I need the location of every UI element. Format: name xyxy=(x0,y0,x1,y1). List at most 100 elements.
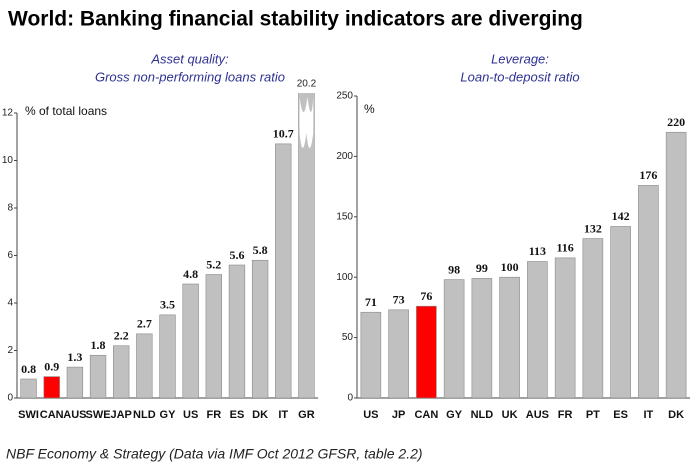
x-tick-label: ES xyxy=(613,409,628,421)
x-tick-label: JP xyxy=(392,409,405,421)
bar xyxy=(113,345,130,398)
y-tick-label: 0 xyxy=(347,393,353,404)
bar xyxy=(275,143,292,398)
y-tick-label: 2 xyxy=(7,345,13,356)
bars xyxy=(360,131,687,398)
bar xyxy=(182,283,199,398)
x-tick-label: CAN xyxy=(40,409,64,421)
value-label: 5.6 xyxy=(229,248,244,262)
y-tick-label: 50 xyxy=(342,332,354,343)
bar xyxy=(89,354,107,398)
value-label: 2.2 xyxy=(114,329,129,343)
bar xyxy=(582,238,604,398)
y-tick-label: 150 xyxy=(336,211,353,222)
bar xyxy=(20,378,37,398)
bar xyxy=(205,274,222,398)
x-tick-label: NLD xyxy=(471,409,494,421)
value-label: 71 xyxy=(365,295,377,309)
bar xyxy=(499,276,520,398)
chart-title: Leverage: xyxy=(491,51,549,66)
value-label: 5.2 xyxy=(206,257,221,271)
bar xyxy=(610,226,631,398)
value-label: 98 xyxy=(448,262,460,276)
bar xyxy=(471,278,493,398)
bar xyxy=(159,314,176,398)
y-tick-label: 100 xyxy=(336,272,353,283)
bar xyxy=(66,366,84,398)
x-tick-label: UK xyxy=(502,409,518,421)
value-label: 113 xyxy=(529,244,546,258)
y-axis-label: % xyxy=(364,102,375,116)
bar xyxy=(360,311,382,398)
bar xyxy=(43,376,60,398)
bar xyxy=(527,261,548,398)
value-label: 0.8 xyxy=(21,362,36,376)
value-label: 100 xyxy=(501,260,519,274)
x-tick-label: IT xyxy=(278,409,288,421)
y-axis-label: % of total loans xyxy=(25,104,107,118)
x-tick-label: GY xyxy=(446,409,463,421)
x-tick-label: AUS xyxy=(63,409,86,421)
bar xyxy=(638,185,659,398)
bar xyxy=(416,305,437,398)
x-tick-label: SWI xyxy=(18,409,39,421)
y-tick-label: 6 xyxy=(7,250,13,261)
x-tick-label: SWE xyxy=(86,409,111,421)
x-tick-label: NLD xyxy=(133,409,156,421)
x-tick-label: DK xyxy=(668,409,684,421)
value-label: 2.7 xyxy=(137,317,152,331)
bars xyxy=(20,93,315,398)
x-tick-label: US xyxy=(183,409,198,421)
x-tick-label: DK xyxy=(252,409,268,421)
value-label: 3.5 xyxy=(160,298,175,312)
bar xyxy=(228,264,246,398)
x-tick-label: AUS xyxy=(526,409,549,421)
axis-break xyxy=(299,97,314,148)
y-tick-label: 250 xyxy=(336,91,353,102)
bar xyxy=(251,259,269,398)
x-tick-label: FR xyxy=(558,409,573,421)
x-tick-label: PT xyxy=(586,409,600,421)
y-tick-label: 200 xyxy=(336,151,353,162)
x-tick-label: GR xyxy=(298,409,315,421)
value-label: 4.8 xyxy=(183,267,198,281)
value-label: 116 xyxy=(556,241,573,255)
page-title: World: Banking financial stability indic… xyxy=(8,8,583,31)
value-label: 73 xyxy=(393,293,405,307)
x-tick-label: IT xyxy=(643,409,653,421)
value-label: 20.2 xyxy=(297,79,317,90)
x-tick-label: JAP xyxy=(110,409,131,421)
bar xyxy=(298,93,315,398)
x-tick-label: FR xyxy=(206,409,221,421)
value-label: 132 xyxy=(584,221,602,235)
chart-subtitle: Gross non-performing loans ratio xyxy=(95,69,285,84)
y-tick-label: 4 xyxy=(7,298,13,309)
value-label: 142 xyxy=(612,209,630,223)
bar xyxy=(665,131,687,398)
y-tick-label: 12 xyxy=(2,108,14,119)
bar xyxy=(136,333,153,398)
value-label: 99 xyxy=(476,261,488,275)
bar xyxy=(554,257,576,398)
value-label: 10.7 xyxy=(273,127,294,141)
chart-subtitle: Loan-to-deposit ratio xyxy=(460,69,579,84)
y-tick-label: 0 xyxy=(7,393,13,404)
x-tick-label: US xyxy=(363,409,378,421)
bar xyxy=(388,309,409,398)
chart-title: Asset quality: xyxy=(150,51,229,66)
y-tick-label: 8 xyxy=(7,203,13,214)
value-label: 176 xyxy=(639,168,657,182)
y-tick-label: 10 xyxy=(2,155,14,166)
value-label: 220 xyxy=(667,115,685,129)
x-tick-label: CAN xyxy=(414,409,438,421)
value-label: 1.3 xyxy=(67,350,82,364)
value-label: 76 xyxy=(420,289,432,303)
bar xyxy=(443,279,465,398)
value-label: 1.8 xyxy=(91,338,106,352)
x-tick-label: ES xyxy=(230,409,245,421)
x-tick-label: GY xyxy=(160,409,177,421)
value-label: 0.9 xyxy=(44,359,59,373)
source-note: NBF Economy & Strategy (Data via IMF Oct… xyxy=(6,446,423,462)
value-label: 5.8 xyxy=(253,243,268,257)
